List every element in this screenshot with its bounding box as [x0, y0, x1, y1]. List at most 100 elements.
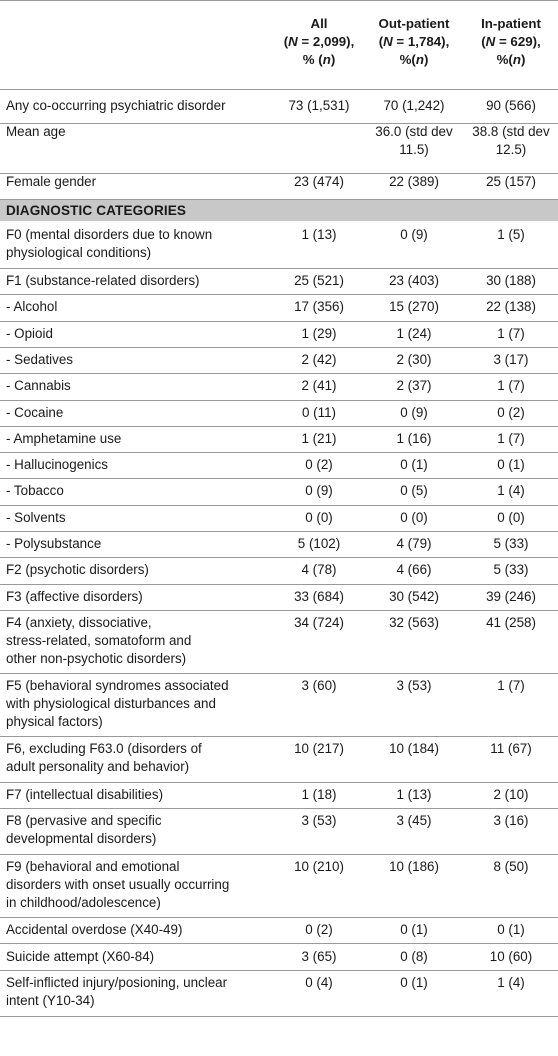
cell-value: 4 (66) — [364, 561, 464, 579]
cell-value: 1 (24) — [364, 325, 464, 343]
cell-value-line: 0 (5) — [400, 483, 428, 499]
row-divider — [0, 736, 558, 737]
cell-value: 17 (356) — [276, 298, 362, 316]
row-label: F8 (pervasive and specific developmental … — [6, 812, 274, 848]
row-divider — [0, 1016, 558, 1017]
cell-value: 22 (138) — [466, 298, 556, 316]
row-divider — [0, 557, 558, 558]
row-label-line: - Hallucinogenics — [6, 457, 108, 473]
cell-value-line: 10 (184) — [389, 740, 439, 756]
cell-value-line: 4 (78) — [301, 562, 337, 578]
cell-value-line: 34 (724) — [294, 614, 344, 630]
row-label-line: stress-related, somatoform and — [6, 632, 192, 648]
cell-value-line: 1 (7) — [497, 677, 525, 693]
row-divider — [0, 347, 558, 348]
cell-value: 34 (724) — [276, 614, 362, 632]
top-row-divider — [0, 123, 558, 124]
cell-value: 0 (5) — [364, 482, 464, 500]
table-row: - Opioid 1 (29) 1 (24) 1 (7) — [0, 325, 558, 347]
cell-value-line: 90 (566) — [486, 98, 536, 113]
row-label-line: Accidental overdose (X40-49) — [6, 922, 183, 938]
table-row: - Cocaine 0 (11) 0 (9) 0 (2) — [0, 404, 558, 426]
column-header-line: %(n) — [496, 52, 526, 67]
cell-value: 1 (5) — [466, 226, 556, 244]
cell-value: 0 (9) — [276, 482, 362, 500]
cell-value: 10 (184) — [364, 740, 464, 758]
row-label-line: F2 (psychotic disorders) — [6, 562, 149, 578]
row-label: Mean age — [6, 123, 274, 141]
row-label-line: Any co-occurring psychiatric disorder — [6, 98, 226, 113]
row-divider — [0, 426, 558, 427]
row-divider — [0, 321, 558, 322]
row-divider — [0, 917, 558, 918]
cell-value: 0 (0) — [364, 509, 464, 527]
cell-value: 3 (53) — [364, 677, 464, 695]
row-label: - Alcohol — [6, 298, 274, 316]
table-row: F1 (substance-related disorders) 25 (521)… — [0, 272, 558, 294]
cell-value: 3 (53) — [276, 812, 362, 830]
table-row: F9 (behavioral and emotional disorders wi… — [0, 858, 558, 917]
cell-value-line: 0 (9) — [400, 227, 428, 242]
row-divider — [0, 584, 558, 585]
table-row: F8 (pervasive and specific developmental … — [0, 812, 558, 854]
column-header-line: (N = 629), — [481, 34, 541, 49]
row-divider — [0, 400, 558, 401]
section-title: DIAGNOSTIC CATEGORIES — [6, 203, 187, 218]
row-label: F2 (psychotic disorders) — [6, 561, 274, 579]
table-row: F6, excluding F63.0 (disorders of adult p… — [0, 740, 558, 782]
cell-value-line: 5 (102) — [297, 536, 341, 551]
row-divider — [0, 970, 558, 971]
cell-value-line: 0 (9) — [400, 404, 428, 420]
row-label-line: - Amphetamine use — [6, 430, 122, 446]
row-divider — [0, 943, 558, 944]
row-label: - Sedatives — [6, 351, 274, 369]
row-label: Suicide attempt (X60-84) — [6, 948, 274, 966]
top-row-divider — [0, 199, 558, 200]
cell-value: 10 (210) — [276, 858, 362, 876]
cell-value-line: 0 (1) — [400, 922, 428, 938]
row-label: F3 (affective disorders) — [6, 588, 274, 606]
row-label: F5 (behavioral syndromes associated with … — [6, 677, 274, 731]
cell-value: 36.0 (std dev 11.5) — [364, 123, 464, 159]
cell-value-line: 0 (1) — [400, 457, 428, 473]
cell-value-line: 33 (684) — [294, 588, 344, 604]
cell-value: 1 (18) — [276, 786, 362, 804]
cell-value-line: 1 (7) — [497, 378, 525, 394]
row-label: - Solvents — [6, 509, 274, 527]
cell-value: 25 (157) — [466, 173, 556, 191]
cell-value: 0 (1) — [364, 456, 464, 474]
cell-value: 0 (4) — [276, 974, 362, 992]
cell-value: 70 (1,242) — [364, 97, 464, 115]
row-label-line: - Polysubstance — [6, 536, 102, 551]
row-label-line: Mean age — [6, 124, 66, 139]
cell-value-line: 38.8 (std dev — [472, 124, 550, 139]
row-label: - Polysubstance — [6, 535, 274, 553]
cell-value-line: 22 (138) — [486, 299, 536, 315]
row-label-line: in childhood/adolescence) — [6, 895, 161, 911]
cell-value-line: 25 (157) — [486, 174, 536, 189]
table-row: - Polysubstance 5 (102) 4 (79) 5 (33) — [0, 535, 558, 557]
cell-value-line: 15 (270) — [389, 299, 439, 315]
row-label-line: developmental disorders) — [6, 831, 157, 847]
cell-value-line: 30 (188) — [486, 273, 536, 288]
row-divider — [0, 808, 558, 809]
table-row: Any co-occurring psychiatric disorder 73 … — [0, 97, 558, 123]
cell-value: 1 (16) — [364, 430, 464, 448]
cell-value: 1 (13) — [364, 786, 464, 804]
cell-value: 0 (0) — [466, 509, 556, 527]
cell-value-line: 2 (41) — [301, 378, 337, 394]
cell-value-line: 1 (7) — [497, 325, 525, 341]
row-label-line: - Cannabis — [6, 378, 71, 394]
cell-value-line: 0 (2) — [305, 922, 333, 938]
row-label: Accidental overdose (X40-49) — [6, 921, 274, 939]
cell-value: 5 (102) — [276, 535, 362, 553]
table-row: Self-inflicted injury/posioning, unclear… — [0, 974, 558, 1016]
cell-value-line: 2 (37) — [396, 378, 432, 394]
cell-value: 2 (41) — [276, 377, 362, 395]
cell-value: 22 (389) — [364, 173, 464, 191]
cell-value-line: 1 (4) — [497, 974, 525, 990]
cell-value-line: 32 (563) — [389, 614, 439, 630]
cell-value: 90 (566) — [466, 97, 556, 115]
cell-value: 0 (11) — [276, 404, 362, 422]
cell-value-line: 1 (29) — [301, 325, 337, 341]
